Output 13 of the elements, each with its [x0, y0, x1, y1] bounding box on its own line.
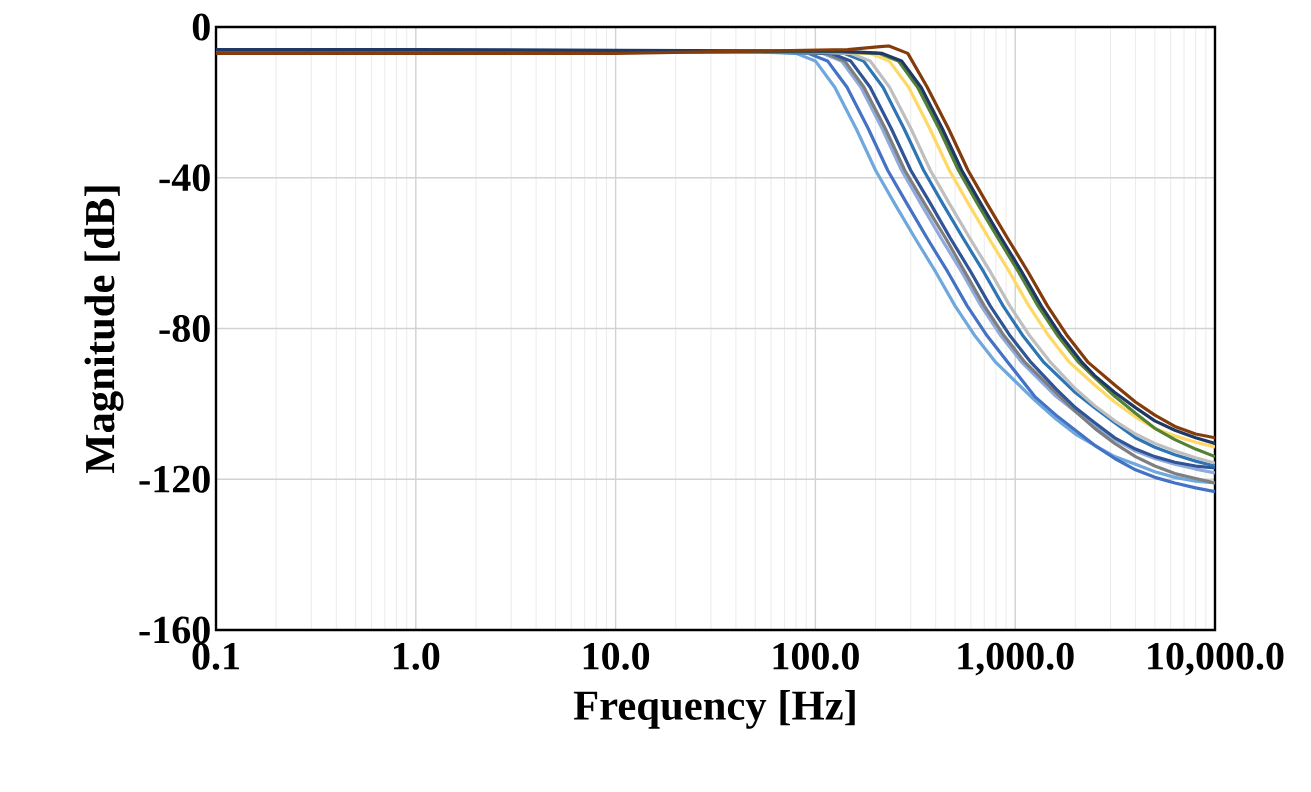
y-tick-label: -120: [139, 465, 210, 493]
y-tick-label: -160: [139, 616, 210, 644]
y-tick-label: -80: [159, 315, 210, 342]
y-tick-label: 0: [192, 13, 210, 41]
y-axis-title: Magnitude [dB]: [84, 186, 124, 473]
x-tick-label: 10,000.0: [1148, 642, 1284, 676]
x-tick-label: 1.0: [394, 642, 440, 670]
x-tick-label: 0.1: [192, 642, 239, 670]
x-tick-label: 1,000.0: [958, 642, 1074, 676]
x-tick-label: 10.0: [583, 642, 650, 670]
y-tick-label: -40: [159, 164, 210, 192]
x-tick-label: 100.0: [773, 642, 859, 670]
x-axis-title: Frequency [Hz]: [573, 689, 855, 729]
